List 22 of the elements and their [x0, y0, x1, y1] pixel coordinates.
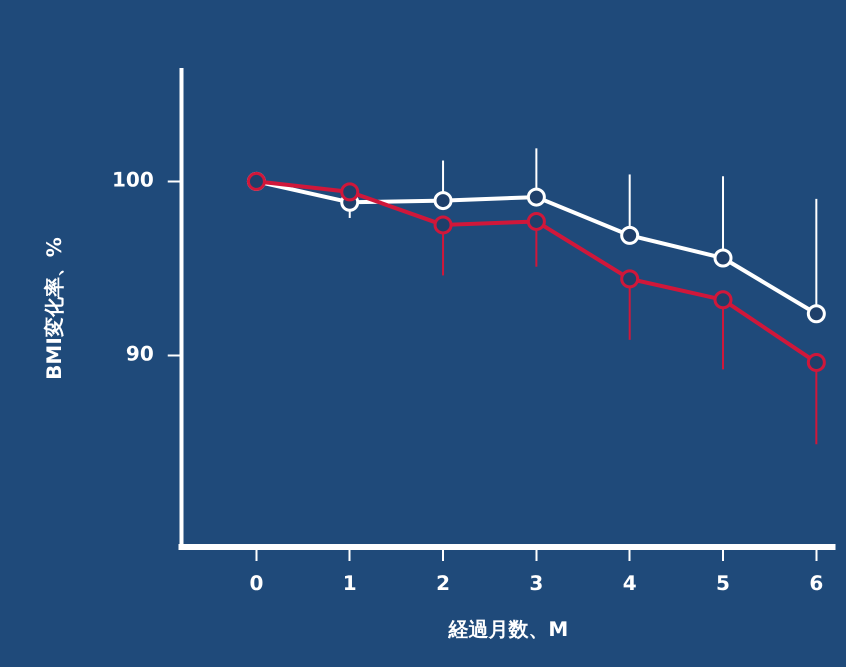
y-tick-label: 90 — [126, 342, 154, 366]
x-tick-label: 5 — [716, 571, 730, 596]
point — [806, 304, 826, 324]
x-tick-label: 2 — [436, 571, 450, 596]
x-tick-label: 0 — [249, 571, 264, 596]
x-tick-label: 6 — [809, 571, 824, 596]
x-tick-label: 1 — [342, 571, 357, 596]
point — [806, 352, 826, 372]
point — [340, 182, 360, 202]
x-axis-title: 経過月数、M — [447, 617, 568, 642]
x-tick-label: 4 — [622, 571, 637, 596]
point — [526, 188, 546, 207]
point — [714, 290, 733, 310]
point — [620, 226, 640, 245]
y-tick-label: 100 — [112, 168, 154, 192]
point — [434, 191, 453, 210]
y-axis-title: BMI変化率、% — [42, 237, 66, 380]
point — [434, 215, 453, 234]
point — [714, 248, 733, 268]
x-tick-label: 3 — [529, 571, 544, 596]
point — [526, 212, 546, 231]
point — [620, 269, 640, 288]
